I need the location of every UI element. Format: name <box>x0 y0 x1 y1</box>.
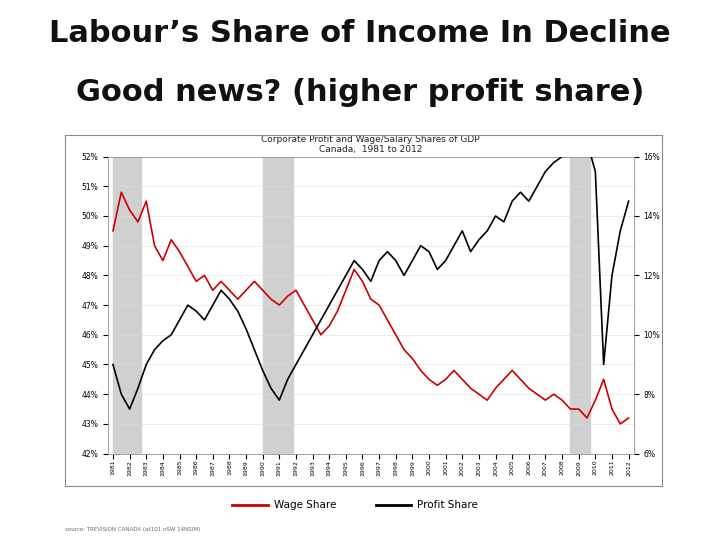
Text: Profit Share: Profit Share <box>418 501 478 510</box>
Bar <box>263 157 292 454</box>
Bar <box>570 157 590 454</box>
Text: Good news? (higher profit share): Good news? (higher profit share) <box>76 78 644 107</box>
Bar <box>113 157 141 454</box>
Text: source: TREVISION CANADA (at101 nSW 14NSIM): source: TREVISION CANADA (at101 nSW 14NS… <box>65 526 200 532</box>
Title: Corporate Profit and Wage/Salary Shares of GDP
Canada,  1981 to 2012: Corporate Profit and Wage/Salary Shares … <box>261 135 480 154</box>
Text: Wage Share: Wage Share <box>274 501 336 510</box>
Text: Labour’s Share of Income In Decline: Labour’s Share of Income In Decline <box>49 19 671 48</box>
